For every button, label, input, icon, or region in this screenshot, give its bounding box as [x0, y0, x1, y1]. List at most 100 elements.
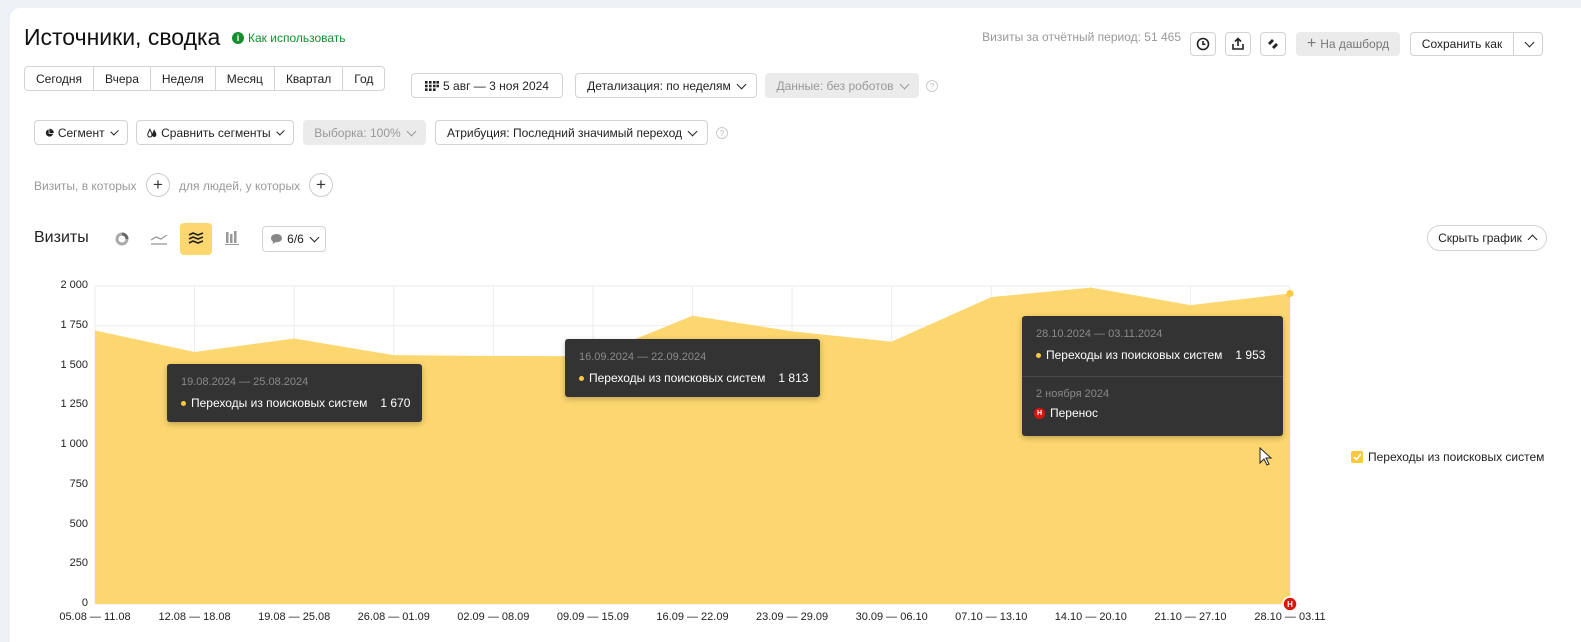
add-to-dashboard-label: На дашборд — [1320, 37, 1390, 51]
period-week[interactable]: Неделя — [151, 67, 216, 90]
tooltip-series: Переходы из поисковых систем — [1046, 348, 1223, 362]
tooltip-value: 1 670 — [380, 396, 411, 410]
tooltip-series: Переходы из поисковых систем — [191, 396, 368, 410]
series-bullet — [181, 400, 186, 406]
checkbox-icon — [1351, 451, 1363, 463]
compare-segments-button[interactable]: Сравнить сегменты — [136, 120, 294, 145]
add-to-dashboard-button[interactable]: + На дашборд — [1296, 32, 1400, 56]
y-tick-label: 250 — [69, 557, 88, 570]
x-tick-label: 05.08 — 11.08 — [59, 611, 131, 623]
detail-dropdown[interactable]: Детализация: по неделям — [575, 73, 757, 98]
clock-icon — [1196, 37, 1210, 51]
donut-chart-icon — [115, 232, 129, 246]
y-tick-label: 1 250 — [60, 398, 88, 411]
x-tick-label: 28.10 — 03.11 — [1254, 611, 1326, 623]
how-to-use-label: Как использовать — [248, 31, 346, 45]
x-tick-label: 30.09 — 06.10 — [855, 611, 928, 623]
line-chart-type-button[interactable] — [150, 231, 168, 252]
visits-condition-label: Визиты, в которых — [34, 179, 137, 193]
compare-segments-label: Сравнить сегменты — [161, 125, 271, 140]
x-tick-label: 14.10 — 20.10 — [1054, 611, 1127, 623]
date-range-button[interactable]: 5 авг — 3 ноя 2024 — [411, 73, 563, 98]
tooltip-value: 1 953 — [1235, 348, 1266, 362]
sample-label: Выборка: 100% — [314, 125, 401, 140]
help-icon[interactable]: ? — [926, 80, 938, 92]
cursor-icon — [1259, 447, 1273, 466]
stacked-bar-icon — [225, 231, 239, 245]
add-people-condition-button[interactable]: + — [309, 173, 333, 197]
data-filter-label: Данные: без роботов — [776, 78, 894, 93]
plus-icon: + — [153, 175, 163, 194]
line-chart-icon — [150, 234, 168, 245]
data-point — [1286, 289, 1294, 297]
hide-chart-label: Скрыть график — [1438, 231, 1522, 245]
period-year[interactable]: Год — [354, 71, 374, 86]
plus-icon: + — [1306, 35, 1317, 52]
visits-period-total: Визиты за отчётный период: 51 465 — [982, 30, 1181, 44]
calendar-icon — [425, 80, 440, 91]
attribution-label: Атрибуция: Последний значимый переход — [447, 125, 682, 140]
tooltip-date: 16.09.2024 — 22.09.2024 — [579, 351, 707, 363]
tooltip-note-date: 2 ноября 2024 — [1036, 388, 1110, 400]
y-tick-label: 750 — [69, 477, 88, 490]
pie-chart-type-button[interactable] — [114, 231, 130, 252]
x-tick-label: 23.09 — 29.09 — [755, 611, 829, 623]
segment-label: Сегмент — [57, 125, 105, 140]
info-icon: i — [232, 32, 244, 44]
data-filter-dropdown[interactable]: Данные: без роботов — [765, 73, 919, 98]
save-options-button[interactable] — [1513, 32, 1543, 56]
tooltip-series: Переходы из поисковых систем — [589, 371, 766, 385]
help-icon[interactable]: ? — [716, 127, 728, 139]
period-today[interactable]: Сегодня — [25, 67, 94, 90]
export-button[interactable] — [1225, 32, 1251, 56]
tooltip: 16.09.2024 — 22.09.2024 Переходы из поис… — [565, 339, 820, 397]
series-bullet — [579, 375, 584, 381]
date-range-label: 5 авг — 3 ноя 2024 — [443, 78, 549, 93]
tooltip-note: Перенос — [1050, 406, 1098, 420]
area-chart-type-button[interactable] — [180, 223, 212, 255]
attribution-dropdown[interactable]: Атрибуция: Последний значимый переход — [435, 120, 708, 145]
x-tick-label: 26.08 — 01.09 — [357, 611, 430, 623]
add-visit-condition-button[interactable]: + — [146, 173, 170, 197]
annotations-dropdown[interactable]: 6/6 — [262, 226, 326, 252]
bar-chart-type-button[interactable] — [224, 230, 240, 251]
series-bullet — [1036, 352, 1041, 358]
tooltip-row: Переходы из поисковых систем 1 670 — [181, 396, 410, 410]
sample-dropdown[interactable]: Выборка: 100% — [303, 120, 426, 145]
segment-button[interactable]: Сегмент — [34, 120, 128, 145]
tooltip: 28.10.2024 — 03.11.2024 Переходы из поис… — [1022, 316, 1283, 436]
y-tick-label: 500 — [69, 517, 88, 530]
tooltip-row: Переходы из поисковых систем 1 813 — [579, 371, 808, 385]
period-month[interactable]: Месяц — [216, 67, 275, 90]
legend-item[interactable]: Переходы из поисковых систем — [1351, 450, 1544, 464]
hide-chart-button[interactable]: Скрыть график — [1427, 225, 1547, 251]
page-title: Источники, сводка — [24, 24, 221, 50]
link-icon — [1268, 39, 1278, 49]
tooltip-value: 1 813 — [778, 371, 809, 385]
x-tick-label: 02.09 — 08.09 — [457, 611, 530, 623]
area-chart-icon — [188, 232, 204, 244]
annotation-marker-label: Н — [1287, 600, 1293, 609]
annotations-count: 6/6 — [287, 232, 304, 246]
save-as-label: Сохранить как — [1421, 37, 1503, 51]
how-to-use-link[interactable]: i Как использовать — [232, 31, 346, 45]
period-quarter[interactable]: Квартал — [275, 67, 344, 90]
share-button[interactable] — [1260, 32, 1286, 56]
y-tick-label: 1 750 — [60, 318, 88, 331]
tooltip-divider — [1022, 376, 1283, 377]
comment-icon — [271, 234, 283, 244]
period-yesterday[interactable]: Вчера — [94, 67, 151, 90]
y-tick-label: 0 — [81, 597, 88, 609]
pie-chart-icon — [45, 128, 54, 137]
drops-icon — [147, 127, 157, 137]
chart-title: Визиты — [34, 229, 89, 246]
y-tick-label: 1 500 — [60, 358, 88, 371]
tooltip-note-row: Н Перенос — [1034, 406, 1098, 420]
tooltip-date: 28.10.2024 — 03.11.2024 — [1036, 328, 1163, 340]
legend-label: Переходы из поисковых систем — [1368, 450, 1545, 464]
tooltip: 19.08.2024 — 25.08.2024 Переходы из поис… — [167, 364, 422, 422]
history-button[interactable] — [1190, 32, 1216, 56]
save-as-button[interactable]: Сохранить как — [1410, 32, 1514, 56]
period-selector: Сегодня Вчера Неделя Месяц Квартал Год — [24, 66, 386, 91]
people-condition-label: для людей, у которых — [179, 179, 301, 193]
